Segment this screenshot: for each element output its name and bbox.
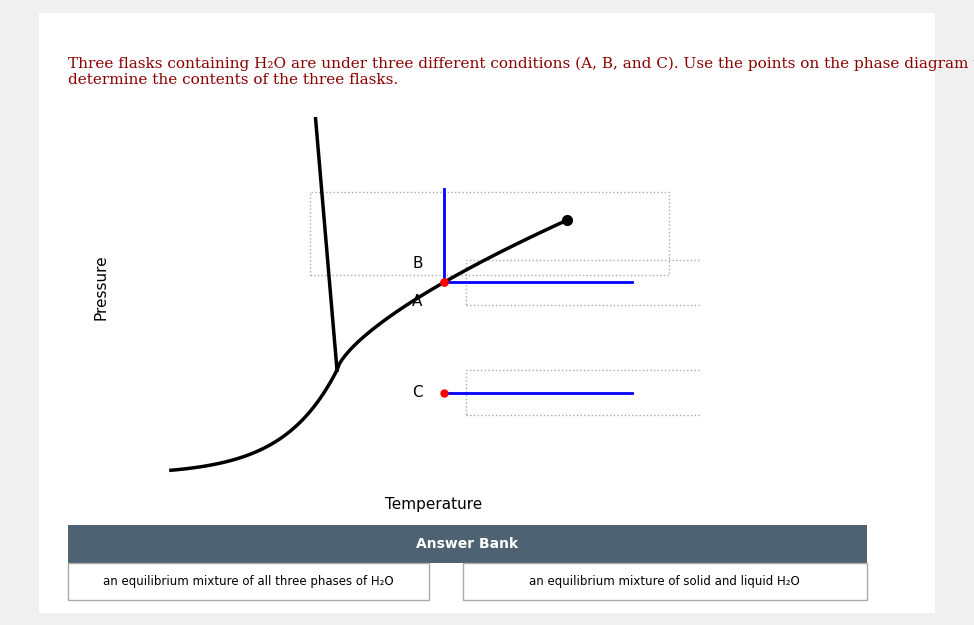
Text: Three flasks containing H₂O are under three different conditions (A, B, and C). : Three flasks containing H₂O are under th… — [68, 56, 974, 87]
Bar — [466, 260, 733, 305]
Text: C: C — [412, 385, 423, 400]
Bar — [68, 562, 429, 600]
Bar — [463, 562, 867, 600]
Text: Pressure: Pressure — [94, 255, 109, 320]
Text: Temperature: Temperature — [385, 498, 482, 512]
Bar — [68, 525, 867, 562]
Text: A: A — [412, 294, 423, 309]
Text: an equilibrium mixture of solid and liquid H₂O: an equilibrium mixture of solid and liqu… — [529, 575, 800, 587]
Text: B: B — [412, 256, 423, 271]
Bar — [311, 192, 669, 275]
Bar — [466, 370, 733, 415]
Text: an equilibrium mixture of all three phases of H₂O: an equilibrium mixture of all three phas… — [103, 575, 393, 587]
Text: Answer Bank: Answer Bank — [417, 537, 518, 551]
